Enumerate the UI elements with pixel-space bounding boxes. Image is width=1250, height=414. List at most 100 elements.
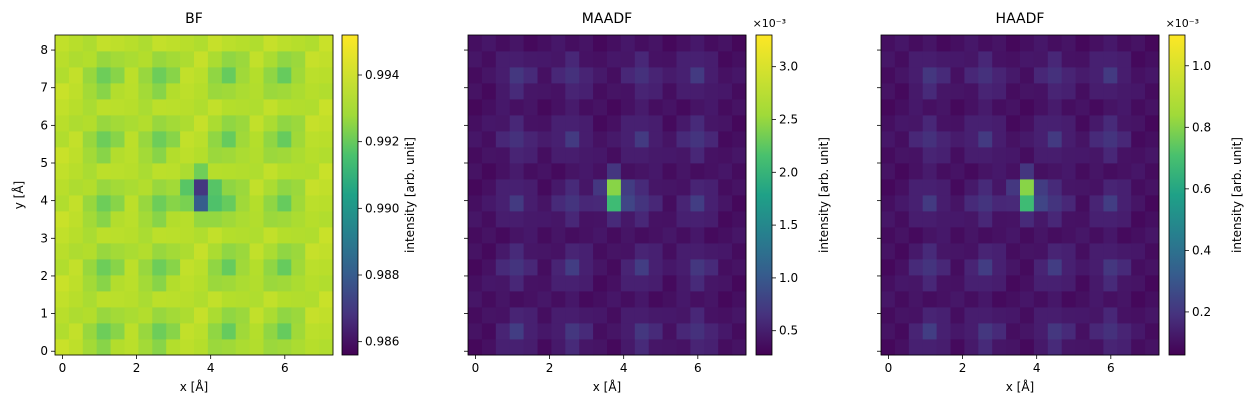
- heatmap-cell: [718, 35, 733, 52]
- heatmap-cell: [82, 339, 98, 356]
- heatmap-cell: [607, 131, 622, 148]
- heatmap-cell: [152, 179, 167, 196]
- heatmap-cell: [166, 195, 181, 212]
- heatmap-cell: [732, 67, 747, 84]
- heatmap-cell: [138, 323, 153, 340]
- heatmap-cell: [662, 51, 677, 68]
- heatmap-cell: [138, 115, 153, 132]
- heatmap-cell: [690, 195, 705, 212]
- heatmap-cell: [1047, 243, 1063, 260]
- heatmap-cell: [495, 179, 511, 196]
- heatmap-cell: [908, 243, 924, 260]
- heatmap-cell: [82, 307, 98, 324]
- heatmap-cell: [152, 35, 167, 52]
- heatmap-cell: [110, 131, 125, 148]
- colorbar: [1168, 34, 1186, 356]
- heatmap-cell: [166, 51, 181, 68]
- heatmap-cell: [305, 323, 320, 340]
- heatmap-cell: [523, 147, 538, 164]
- colorbar-tick-label: 0.990: [365, 201, 399, 215]
- heatmap-cell: [110, 83, 125, 100]
- heatmap-cell: [166, 291, 181, 308]
- heatmap-cell: [509, 243, 524, 260]
- heatmap-cell: [620, 51, 636, 68]
- heatmap-cell: [124, 275, 139, 292]
- heatmap-cell: [936, 339, 951, 356]
- heatmap-cell: [881, 339, 896, 356]
- heatmap-cell: [68, 243, 84, 260]
- heatmap-cell: [468, 115, 483, 132]
- heatmap-cell: [1061, 83, 1076, 100]
- heatmap-cell: [468, 275, 483, 292]
- heatmap-cell: [894, 179, 910, 196]
- heatmap-cell: [634, 163, 650, 180]
- heatmap-cell: [1006, 35, 1021, 52]
- heatmap-cell: [235, 99, 250, 116]
- heatmap-cell: [1075, 339, 1090, 356]
- heatmap-cell: [152, 323, 167, 340]
- heatmap-cell: [662, 115, 677, 132]
- heatmap-cell: [68, 291, 84, 308]
- heatmap-cell: [1047, 179, 1063, 196]
- heatmap-cell: [523, 307, 538, 324]
- heatmap-cell: [468, 339, 483, 356]
- heatmap-cell: [509, 163, 524, 180]
- heatmap-cell: [690, 291, 705, 308]
- heatmap-cell: [922, 307, 937, 324]
- heatmap-cell: [1006, 339, 1021, 356]
- heatmap-cell: [579, 227, 594, 244]
- heatmap-cell: [124, 179, 139, 196]
- heatmap-cell: [235, 67, 250, 84]
- heatmap-cell: [894, 259, 910, 276]
- heatmap-cell: [166, 259, 181, 276]
- heatmap-cell: [1117, 307, 1132, 324]
- heatmap-cell: [690, 227, 705, 244]
- heatmap-cell: [207, 131, 223, 148]
- heatmap-cell: [305, 211, 320, 228]
- heatmap-cell: [1089, 259, 1104, 276]
- heatmap-cell: [1061, 67, 1076, 84]
- heatmap-cell: [194, 259, 209, 276]
- heatmap-cell: [551, 99, 566, 116]
- heatmap-cell: [1033, 195, 1049, 212]
- heatmap-cell: [82, 99, 98, 116]
- heatmap-cell: [207, 323, 223, 340]
- heatmap-cell: [1145, 131, 1160, 148]
- heatmap-cell: [319, 323, 334, 340]
- heatmap-cell: [620, 323, 636, 340]
- heatmap-cell: [481, 67, 497, 84]
- heatmap-cell: [152, 67, 167, 84]
- heatmap-cell: [1117, 323, 1132, 340]
- heatmap-cell: [481, 323, 497, 340]
- heatmap-cell: [676, 163, 691, 180]
- heatmap-cell: [950, 275, 965, 292]
- heatmap-cell: [1145, 99, 1160, 116]
- heatmap-cell: [732, 99, 747, 116]
- heatmap-cell: [110, 51, 125, 68]
- heatmap-cell: [277, 243, 292, 260]
- heatmap-cell: [481, 307, 497, 324]
- heatmap-cell: [732, 35, 747, 52]
- heatmap-cell: [1020, 99, 1035, 116]
- heatmap-cell: [537, 115, 552, 132]
- heatmap-cell: [648, 259, 663, 276]
- heatmap-cell: [579, 243, 594, 260]
- heatmap-cell: [277, 83, 292, 100]
- heatmap-cells: [881, 35, 1160, 356]
- heatmap-cell: [152, 163, 167, 180]
- heatmap-cell: [235, 323, 250, 340]
- heatmap-cell: [718, 147, 733, 164]
- heatmap-cell: [579, 195, 594, 212]
- heatmap-cell: [1131, 227, 1146, 244]
- heatmap-cell: [1145, 35, 1160, 52]
- heatmap-cell: [1033, 115, 1049, 132]
- heatmap-cell: [1075, 227, 1090, 244]
- heatmap-cell: [579, 131, 594, 148]
- heatmap-cell: [1145, 179, 1160, 196]
- heatmap-cell: [936, 307, 951, 324]
- heatmap-cell: [166, 35, 181, 52]
- heatmap-cell: [305, 339, 320, 356]
- heatmap-cell: [565, 275, 580, 292]
- heatmap-cell: [634, 291, 650, 308]
- heatmap-cell: [152, 307, 167, 324]
